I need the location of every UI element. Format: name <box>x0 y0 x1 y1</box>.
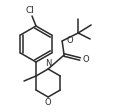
Text: Cl: Cl <box>26 6 34 15</box>
Text: O: O <box>66 36 73 44</box>
Text: N: N <box>45 59 51 68</box>
Text: O: O <box>45 98 51 107</box>
Text: O: O <box>82 55 89 64</box>
